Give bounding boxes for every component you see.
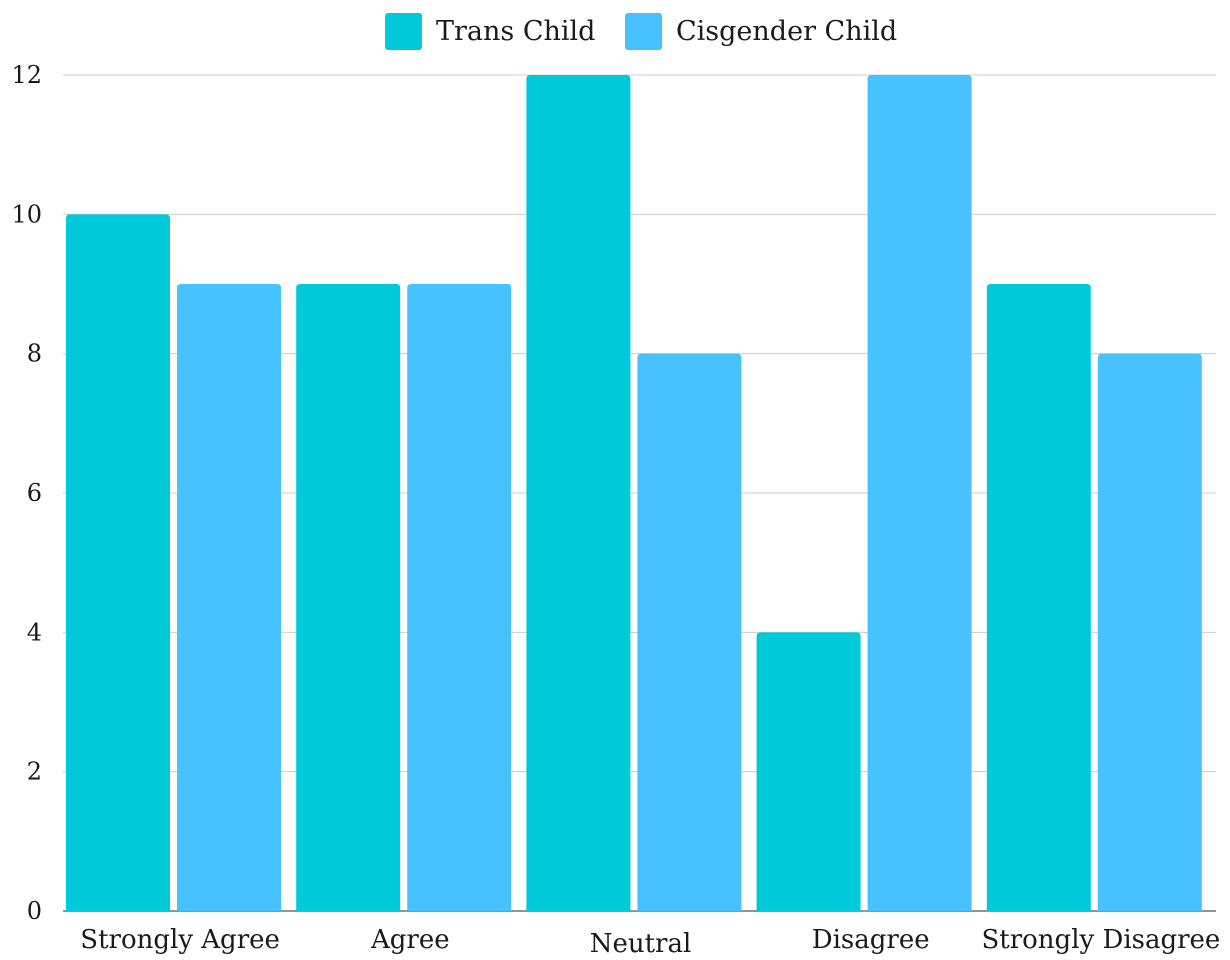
x-tick-label: Neutral	[590, 929, 692, 956]
x-axis-ticks: Strongly Agree Agree Neutral Disagree Strong…	[80, 925, 1220, 959]
legend-label: Cisgender Child	[676, 16, 897, 47]
x-tick-label: Agree	[370, 925, 450, 955]
bar-trans-child-agree	[296, 284, 401, 911]
y-tick-label: 10	[11, 200, 42, 228]
bar-cisgender-child-strongly-agree	[177, 284, 281, 911]
x-tick-label: Disagree	[812, 925, 930, 955]
x-tick-label: Strongly Agree	[80, 925, 280, 955]
y-tick-label: 8	[27, 340, 42, 368]
bars-group	[66, 75, 1202, 912]
bar-trans-child-disagree	[756, 632, 861, 911]
y-axis-ticks: 0 2 4 6 8 10 12	[11, 61, 42, 925]
legend-swatch	[625, 13, 662, 50]
y-tick-label: 0	[27, 897, 42, 925]
y-tick-label: 12	[11, 61, 42, 89]
legend-label: Trans Child	[436, 16, 595, 47]
y-tick-label: 6	[27, 479, 42, 507]
y-tick-label: 4	[27, 618, 42, 646]
legend-swatch	[385, 13, 422, 50]
bar-trans-child-strongly-agree	[66, 214, 170, 912]
bar-cisgender-child-disagree	[867, 75, 972, 911]
bar-cisgender-child-agree	[407, 284, 512, 911]
bar-trans-child-strongly-disagree	[986, 284, 1091, 911]
x-tick-label: Strongly Disagree	[981, 925, 1220, 955]
chart-legend: Trans Child Cisgender Child	[385, 13, 897, 50]
bar-cisgender-child-strongly-disagree	[1097, 353, 1202, 912]
bar-cisgender-child-neutral	[637, 353, 742, 912]
y-tick-label: 2	[27, 758, 42, 786]
bar-trans-child-neutral	[526, 75, 631, 911]
